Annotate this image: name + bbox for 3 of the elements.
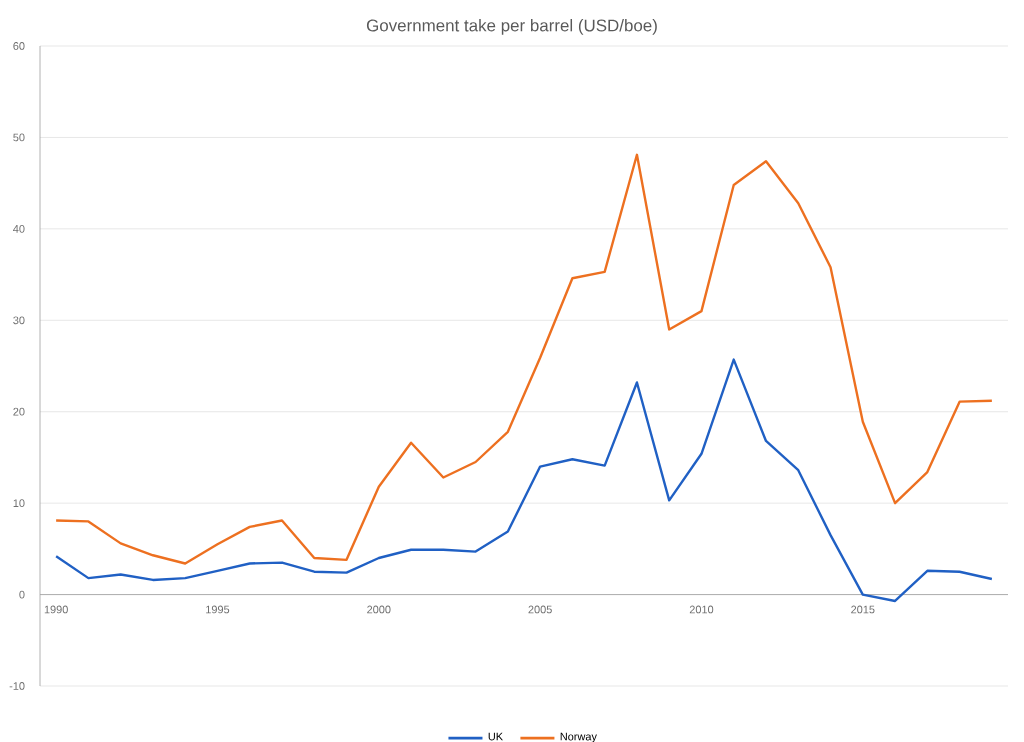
chart-title: Government take per barrel (USD/boe) <box>366 19 657 35</box>
line-series <box>54 153 994 565</box>
line-series <box>54 358 994 603</box>
